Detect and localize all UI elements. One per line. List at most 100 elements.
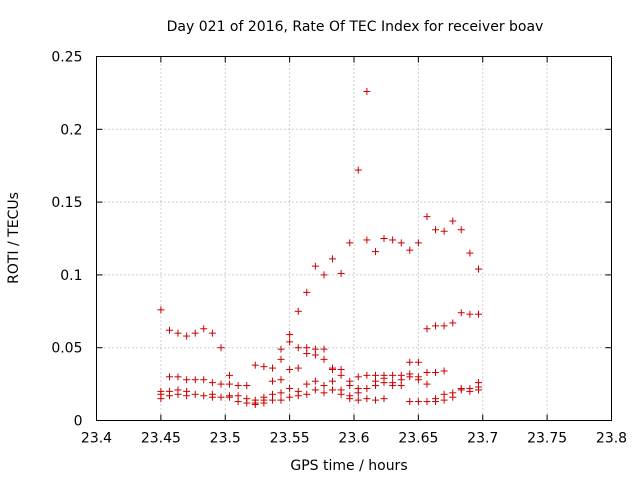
- data-point: [183, 392, 191, 400]
- data-point: [449, 393, 457, 401]
- x-tick-label: 23.65: [398, 431, 438, 447]
- data-point: [406, 246, 414, 254]
- data-point: [406, 398, 414, 406]
- data-point: [363, 87, 371, 95]
- data-point: [372, 396, 380, 404]
- data-point: [389, 371, 397, 379]
- data-point: [200, 325, 208, 333]
- data-point: [208, 329, 216, 337]
- x-tick-label: 23.5: [210, 431, 241, 447]
- data-point: [303, 288, 311, 296]
- data-point: [346, 239, 354, 247]
- data-point: [166, 373, 174, 381]
- data-point: [346, 382, 354, 390]
- data-point: [225, 393, 233, 401]
- data-point: [217, 393, 225, 401]
- data-point: [440, 227, 448, 235]
- data-point: [414, 376, 422, 384]
- data-point: [363, 236, 371, 244]
- data-point: [320, 382, 328, 390]
- y-tick-label: 0.2: [60, 122, 82, 138]
- x-tick-label: 23.7: [467, 431, 498, 447]
- data-point: [423, 380, 431, 388]
- data-point: [174, 390, 182, 398]
- x-tick-label: 23.55: [270, 431, 310, 447]
- data-point: [208, 393, 216, 401]
- data-point: [260, 363, 268, 371]
- data-point: [431, 322, 439, 330]
- data-point: [286, 393, 294, 401]
- data-point: [157, 395, 165, 403]
- data-point: [372, 382, 380, 390]
- data-point: [277, 355, 285, 363]
- data-point: [431, 226, 439, 234]
- data-point: [208, 379, 216, 387]
- data-point: [440, 396, 448, 404]
- data-point: [311, 262, 319, 270]
- x-tick-label: 23.75: [527, 431, 567, 447]
- data-point: [234, 382, 242, 390]
- data-point: [457, 386, 465, 394]
- x-tick-label: 23.6: [338, 431, 369, 447]
- data-point: [303, 390, 311, 398]
- data-point: [337, 390, 345, 398]
- data-point: [354, 396, 362, 404]
- data-point: [200, 392, 208, 400]
- data-point: [414, 358, 422, 366]
- data-point: [294, 364, 302, 372]
- data-point: [406, 373, 414, 381]
- data-point: [389, 236, 397, 244]
- data-point: [320, 345, 328, 353]
- y-axis-label: ROTI / TECUs: [6, 192, 22, 284]
- data-point: [303, 380, 311, 388]
- data-point: [200, 376, 208, 384]
- data-point: [191, 376, 199, 384]
- data-point: [440, 367, 448, 375]
- data-point: [337, 371, 345, 379]
- data-point: [191, 329, 199, 337]
- data-point: [251, 361, 259, 369]
- data-point: [363, 371, 371, 379]
- data-point: [423, 398, 431, 406]
- data-point: [397, 382, 405, 390]
- data-point: [354, 166, 362, 174]
- data-points: [157, 87, 483, 408]
- x-tick-label: 23.8: [596, 431, 627, 447]
- y-tick-label: 0.05: [51, 341, 82, 357]
- data-point: [183, 376, 191, 384]
- data-point: [286, 366, 294, 374]
- data-point: [251, 400, 259, 408]
- data-point: [225, 380, 233, 388]
- data-point: [380, 395, 388, 403]
- chart-title: Day 021 of 2016, Rate Of TEC Index for r…: [167, 19, 544, 35]
- data-point: [449, 319, 457, 327]
- data-point: [166, 392, 174, 400]
- x-axis-label: GPS time / hours: [290, 458, 407, 474]
- data-point: [286, 338, 294, 346]
- data-point: [354, 373, 362, 381]
- data-point: [423, 325, 431, 333]
- data-point: [380, 379, 388, 387]
- grid-lines: [96, 56, 612, 421]
- data-point: [423, 368, 431, 376]
- data-point: [328, 255, 336, 263]
- data-point: [311, 351, 319, 359]
- data-point: [475, 265, 483, 273]
- data-point: [346, 395, 354, 403]
- data-point: [449, 217, 457, 225]
- data-point: [311, 377, 319, 385]
- data-point: [294, 344, 302, 352]
- x-tick-label: 23.4: [81, 431, 112, 447]
- data-point: [277, 396, 285, 404]
- data-point: [397, 239, 405, 247]
- data-point: [363, 395, 371, 403]
- axis-ticks: [96, 56, 612, 421]
- data-point: [286, 384, 294, 392]
- data-point: [431, 398, 439, 406]
- data-point: [320, 389, 328, 397]
- y-tick-labels: 0 0.05 0.1 0.15 0.2 0.25: [51, 50, 82, 430]
- data-point: [191, 390, 199, 398]
- data-point: [174, 373, 182, 381]
- data-point: [440, 322, 448, 330]
- data-point: [260, 399, 268, 407]
